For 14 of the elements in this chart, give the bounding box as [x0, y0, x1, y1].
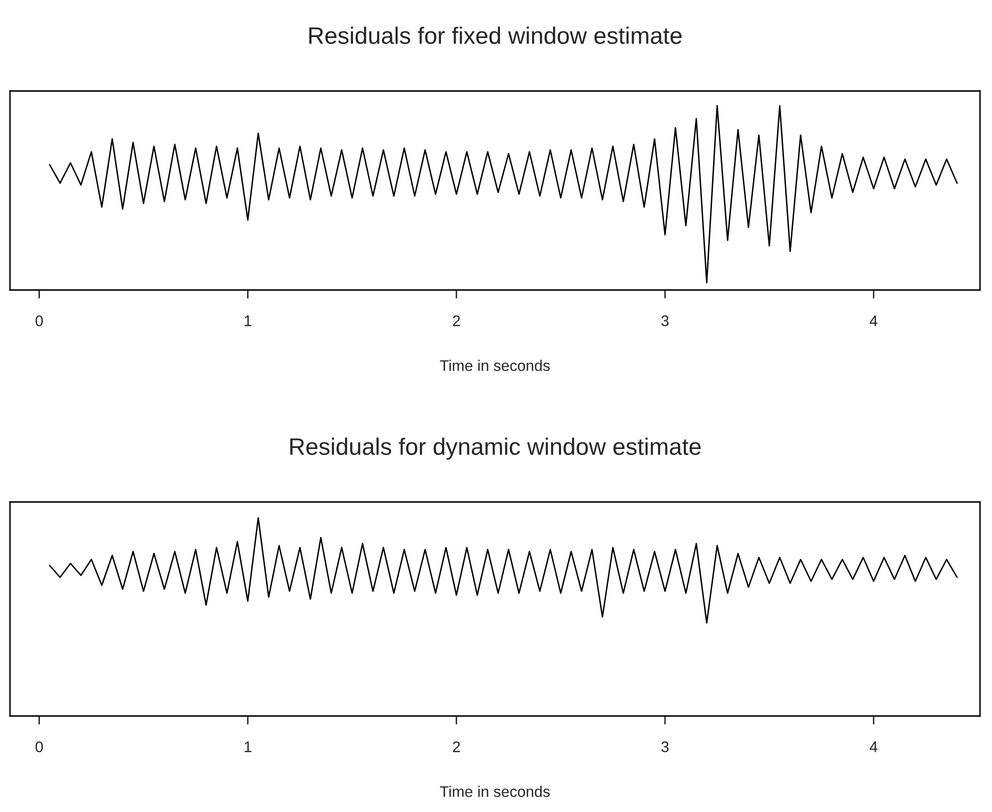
x-tick-label: 3 [661, 741, 669, 752]
x-tick-label: 0 [36, 315, 43, 326]
x-tick-label: 4 [870, 316, 878, 326]
chart-title: Residuals for fixed window estimate [309, 26, 682, 44]
x-tick-label: 2 [452, 741, 460, 752]
chart-title: Residuals for dynamic window estimate [290, 438, 701, 460]
x-axis-title: Time in seconds [440, 786, 550, 798]
x-tick-label: 1 [244, 742, 252, 752]
x-tick-label: 0 [36, 741, 43, 752]
x-tick-label: 1 [244, 316, 252, 326]
x-tick-label: 3 [661, 315, 669, 326]
x-tick-label: 4 [870, 742, 878, 752]
x-tick-label: 2 [452, 315, 460, 326]
x-axis-title: Time in seconds [440, 360, 550, 372]
